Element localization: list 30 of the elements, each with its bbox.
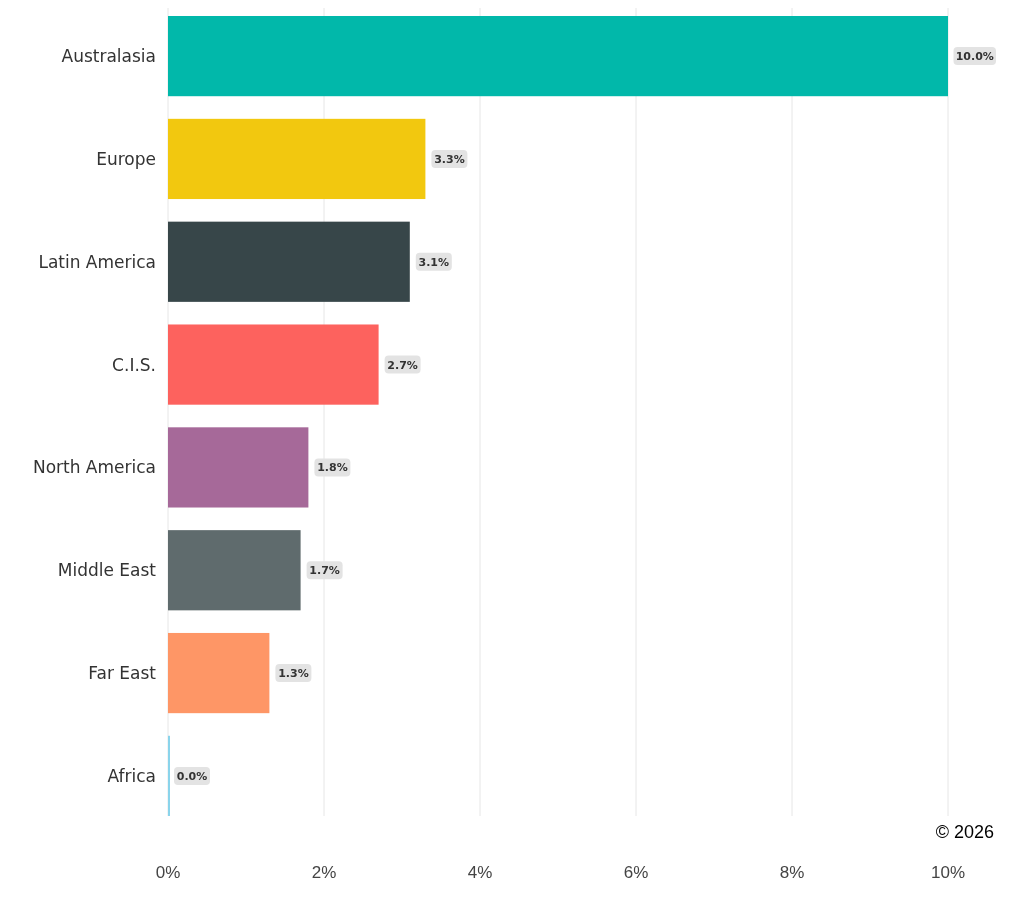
bar [168, 530, 301, 611]
data-label: 0.0% [176, 769, 208, 783]
x-tick-label: 4% [467, 863, 493, 882]
data-label: 1.7% [309, 564, 340, 578]
bar [168, 221, 410, 302]
x-tick-label: 10% [930, 863, 966, 882]
text: © 2026 [935, 822, 994, 842]
data-label: 1.3% [278, 667, 309, 681]
data-label: 1.8% [317, 461, 348, 475]
y-tick-label: C.I.S. [112, 354, 156, 375]
data-label: 3.1% [418, 255, 450, 269]
bar [168, 324, 379, 405]
y-tick-label: North America [32, 457, 156, 478]
y-tick-label: Europe [96, 148, 156, 169]
bar [168, 118, 426, 200]
y-tick-label: Middle East [57, 560, 157, 581]
x-tick-label: 8% [779, 863, 805, 882]
bar [168, 427, 309, 508]
data-label: 10.0% [955, 50, 994, 64]
x-tick-label: 6% [623, 863, 649, 882]
y-tick-label: Far East [88, 663, 157, 684]
y-tick-label: Australasia [61, 46, 156, 67]
data-label: 2.7% [387, 358, 418, 372]
x-tick-label: 0% [155, 863, 181, 882]
y-tick-label: Latin America [38, 251, 156, 272]
bar [168, 632, 270, 714]
x-tick-label: 2% [311, 863, 337, 882]
data-label: 3.3% [434, 152, 465, 166]
bar [168, 16, 948, 97]
y-tick-label: Africa [107, 765, 156, 786]
